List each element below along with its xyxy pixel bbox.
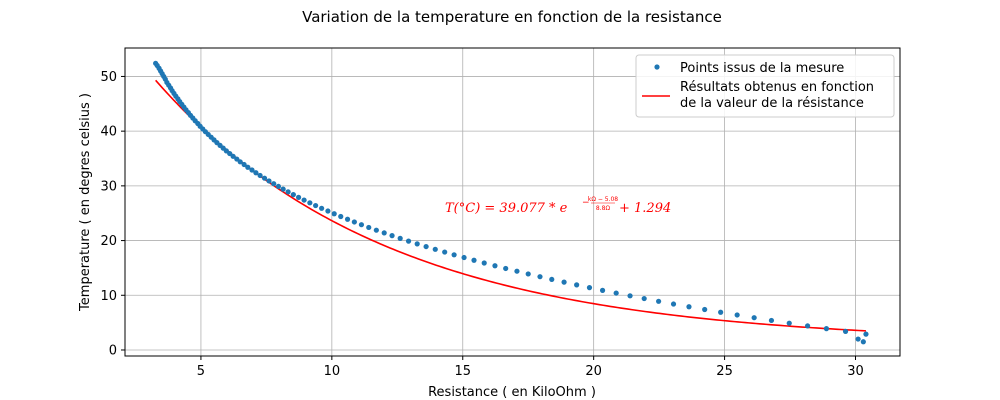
measurement-point xyxy=(786,320,792,326)
legend-label-fit-line-1: Résultats obtenus en fonction xyxy=(680,80,874,95)
measurement-point xyxy=(432,246,438,252)
x-tick-label: 25 xyxy=(716,364,733,379)
measurement-point xyxy=(537,274,543,280)
measurement-point xyxy=(768,317,775,324)
measurement-point xyxy=(686,304,692,310)
measurement-point xyxy=(338,213,344,220)
measurement-point xyxy=(599,287,606,293)
measurement-point xyxy=(295,194,302,200)
legend: Points issus de la mesure Résultats obte… xyxy=(635,54,895,118)
measurement-point xyxy=(670,301,677,307)
measurement-point xyxy=(442,249,448,255)
measurement-point xyxy=(313,202,319,209)
fit-equation-exponent-denominator: 8.8Ω xyxy=(596,205,611,212)
measurement-point xyxy=(656,298,662,304)
measurement-point xyxy=(863,331,869,337)
fit-equation-exponent-numerator: kΩ − 5.08 xyxy=(588,196,618,203)
x-tick-label: 10 xyxy=(324,364,341,379)
fit-equation-rhs: + 1.294 xyxy=(619,201,671,216)
measurement-point xyxy=(423,243,429,250)
fit-equation-exponent-minus: − xyxy=(582,198,590,208)
legend-label-measurements: Points issus de la mesure xyxy=(680,61,844,76)
measurement-point xyxy=(525,271,531,277)
measurement-point xyxy=(627,293,633,299)
measurement-point xyxy=(860,339,866,345)
measurement-point xyxy=(344,216,351,222)
measurement-point xyxy=(257,172,263,179)
axis-ticks: 5 10 15 20 25 30 0 10 20 30 40 50 xyxy=(100,70,863,379)
measurement-point xyxy=(331,211,337,217)
measurement-point xyxy=(503,265,509,272)
measurement-point xyxy=(261,175,268,181)
measurement-point xyxy=(373,227,379,233)
measurement-point xyxy=(734,312,740,318)
measurement-point xyxy=(253,170,259,176)
measurement-point xyxy=(751,315,757,321)
measurement-point xyxy=(451,252,457,258)
measurement-point xyxy=(290,192,296,198)
measurement-point xyxy=(549,276,555,283)
chart-title: Variation de la temperature en fonction … xyxy=(302,8,722,26)
legend-label-fit: Résultats obtenus en fonction de la vale… xyxy=(680,80,878,111)
measurement-point xyxy=(389,233,395,239)
measurement-point xyxy=(266,178,272,184)
measurement-point xyxy=(414,241,420,247)
fit-equation-annotation: T(°C) = 39.077 * e − kΩ − 5.08 8.8Ω + 1.… xyxy=(445,196,671,216)
measurement-point xyxy=(325,208,331,214)
measurement-point xyxy=(381,230,387,236)
legend-label-fit-line-2: de la valeur de la résistance xyxy=(680,96,864,111)
measurement-point xyxy=(358,222,365,228)
y-tick-label: 30 xyxy=(100,179,117,194)
measurement-point xyxy=(405,238,412,244)
measurement-point xyxy=(823,326,830,332)
plot-area-frame xyxy=(124,47,901,357)
measurement-point xyxy=(351,219,357,225)
y-tick-label: 0 xyxy=(109,343,117,358)
measurement-point xyxy=(702,306,708,313)
y-tick-label: 20 xyxy=(100,234,117,249)
x-tick-label: 30 xyxy=(847,364,864,379)
measurement-point xyxy=(366,224,372,231)
measurement-point xyxy=(492,263,498,269)
measurement-point xyxy=(855,336,861,342)
measurement-point xyxy=(461,254,467,261)
measurement-point xyxy=(237,159,243,165)
measurement-point xyxy=(245,164,251,170)
legend-box xyxy=(635,54,895,118)
measurement-point xyxy=(285,189,291,195)
y-axis-label: Temperature ( en degres celsius ) xyxy=(78,93,93,312)
fit-equation-lhs: T(°C) = 39.077 * e xyxy=(445,201,568,216)
x-tick-label: 5 xyxy=(197,364,205,379)
measurement-point xyxy=(397,235,403,241)
measurement-point xyxy=(842,328,849,334)
measurement-point xyxy=(319,205,325,211)
y-tick-label: 40 xyxy=(100,125,117,140)
y-tick-label: 10 xyxy=(100,289,117,304)
measurement-point xyxy=(241,161,247,168)
measurement-point xyxy=(307,200,313,206)
measurement-point xyxy=(718,309,724,315)
measurement-point xyxy=(804,323,811,329)
x-tick-label: 20 xyxy=(585,364,602,379)
plot-marks xyxy=(153,60,869,345)
measurement-point xyxy=(574,282,580,288)
x-axis-label: Resistance ( en KiloOhm ) xyxy=(428,385,596,400)
measurement-point xyxy=(249,167,255,173)
measurement-point xyxy=(514,268,520,274)
measurement-point xyxy=(271,181,277,187)
measurement-point xyxy=(561,279,567,285)
measurement-point xyxy=(301,197,307,203)
x-tick-label: 15 xyxy=(454,364,471,379)
measurement-point xyxy=(613,290,619,296)
measurement-point xyxy=(280,186,286,192)
measurement-point xyxy=(275,183,282,190)
measurement-point xyxy=(481,260,487,266)
measurement-point xyxy=(586,285,593,291)
legend-marker-measurements xyxy=(654,64,660,70)
y-tick-label: 50 xyxy=(100,70,117,85)
measurement-point xyxy=(471,257,477,263)
measurement-point xyxy=(230,153,236,159)
measurement-point xyxy=(641,295,647,302)
